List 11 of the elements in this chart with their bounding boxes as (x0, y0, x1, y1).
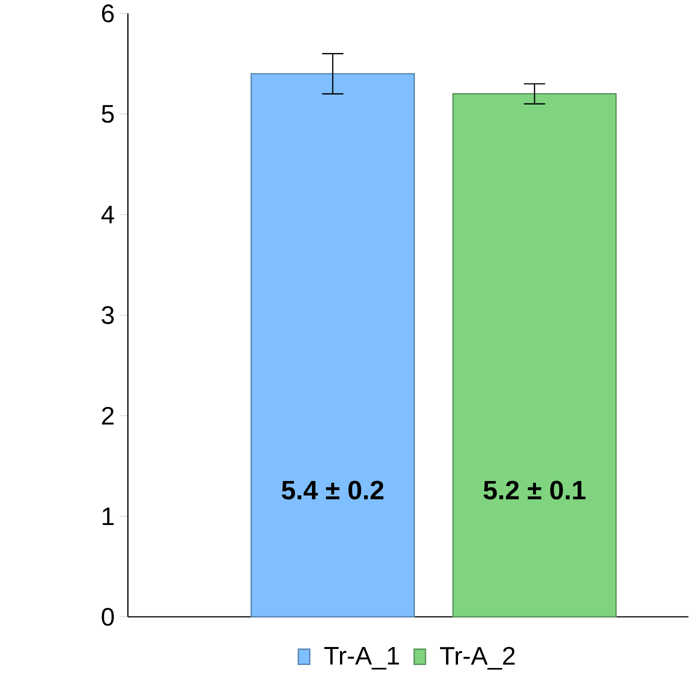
y-tick-label: 2 (102, 406, 114, 425)
y-tick-label: 5 (102, 105, 114, 123)
y-tick-label: 1 (102, 508, 114, 526)
y-tick-label: 6 (102, 4, 114, 22)
data-label: 5.2 ± 0.1 (484, 480, 586, 500)
data-label: 5.4 ± 0.2 (282, 480, 384, 500)
legend-label: Tr-A_2 (440, 647, 515, 670)
legend-label: Tr-A_1 (324, 647, 399, 670)
y-tick-label: 4 (101, 206, 114, 224)
y-tick-label: 3 (102, 306, 114, 324)
y-tick-label: 0 (102, 608, 114, 626)
